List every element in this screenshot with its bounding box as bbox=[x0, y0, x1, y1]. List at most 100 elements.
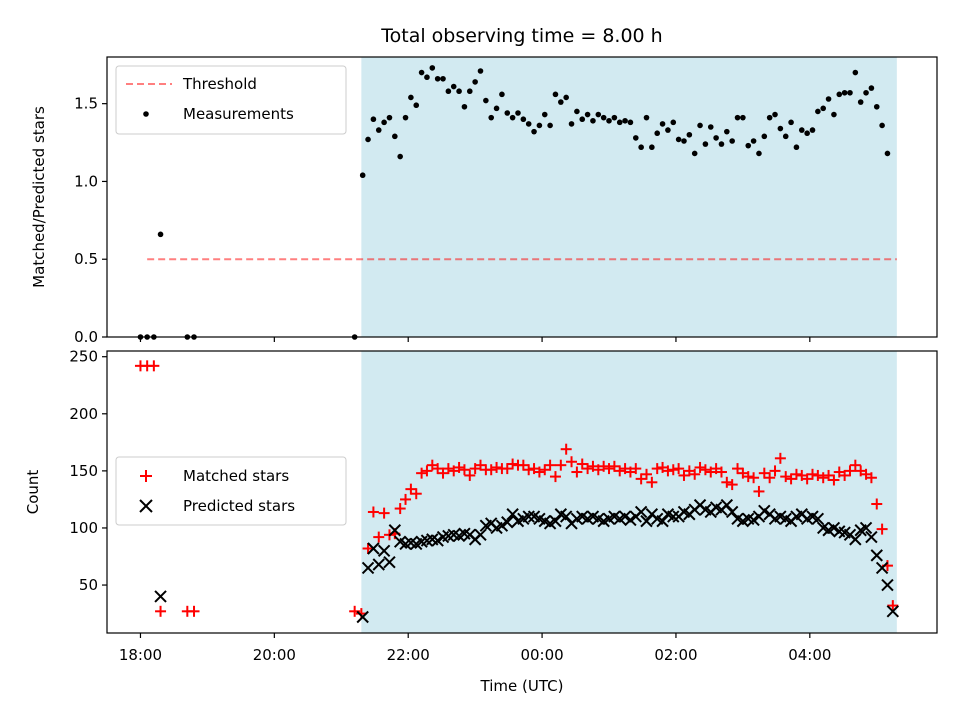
measurement-point bbox=[402, 114, 409, 121]
measurement-point bbox=[756, 150, 762, 157]
matched-star-point bbox=[673, 463, 685, 475]
top-legend-box bbox=[115, 65, 347, 135]
matched-star-point bbox=[400, 493, 412, 505]
predicted-star-point bbox=[361, 561, 375, 575]
measurement-point bbox=[868, 85, 875, 91]
top-y-axis: 0.0 0.5 1.0 1.5 bbox=[74, 95, 107, 346]
measurement-point bbox=[477, 68, 484, 74]
measurement-point bbox=[392, 133, 398, 140]
measurement-point bbox=[483, 97, 489, 104]
measurement-point bbox=[370, 116, 377, 123]
predicted-star-point bbox=[559, 510, 573, 523]
bottom-y-axis-label: Count bbox=[24, 470, 42, 515]
measurement-point bbox=[509, 114, 516, 121]
matched-star-point bbox=[571, 466, 583, 478]
matched-star-point bbox=[549, 471, 561, 483]
measurement-point bbox=[157, 231, 164, 238]
matched-star-point bbox=[849, 459, 861, 471]
predicted-star-point bbox=[811, 512, 825, 526]
predicted-star-point bbox=[431, 534, 444, 547]
matched-star-point bbox=[662, 465, 674, 477]
matched-star-point bbox=[715, 466, 727, 478]
measurement-point bbox=[857, 99, 864, 105]
measurement-point bbox=[798, 127, 805, 133]
matched-star-point bbox=[667, 464, 679, 476]
legend-matched-label: Matched stars bbox=[183, 467, 289, 485]
measurement-point bbox=[772, 111, 778, 118]
measurement-point bbox=[745, 142, 752, 149]
matched-star-point bbox=[560, 443, 572, 455]
matched-star-point bbox=[533, 466, 545, 478]
measurement-point bbox=[568, 121, 575, 127]
matched-star-point bbox=[844, 465, 856, 477]
matched-star-point bbox=[748, 472, 760, 484]
bottom-x-axis: 18:00 20:00 22:00 00:00 02:00 04:00 bbox=[119, 633, 831, 664]
bottom-panel: 50 100 150 200 250 18:00 20:00 22:00 00:00 02:00… bbox=[24, 348, 938, 695]
measurement-point bbox=[365, 136, 371, 143]
predicted-star-point bbox=[549, 514, 562, 528]
matched-star-point bbox=[630, 463, 642, 475]
measurement-point bbox=[622, 117, 628, 124]
predicted-star-point bbox=[640, 514, 653, 528]
bottom-legend: Matched stars Predicted stars bbox=[115, 456, 347, 526]
y-tick-label: 1.0 bbox=[74, 172, 98, 190]
measurement-point bbox=[547, 122, 553, 129]
measurement-point bbox=[777, 125, 784, 132]
measurement-point bbox=[873, 103, 880, 110]
matched-star-point bbox=[865, 472, 877, 484]
matched-star-point bbox=[790, 468, 802, 480]
matched-star-point bbox=[641, 468, 652, 480]
matched-star-point bbox=[807, 468, 818, 480]
measurement-point bbox=[643, 114, 650, 121]
top-panel-title: Total observing time = 8.00 h bbox=[380, 25, 662, 47]
top-panel-frame bbox=[106, 56, 938, 338]
measurement-point bbox=[466, 88, 473, 95]
measurement-point bbox=[852, 69, 859, 76]
measurement-point bbox=[386, 114, 393, 121]
measurement-point bbox=[831, 111, 837, 118]
matched-star-point bbox=[828, 474, 840, 486]
measurement-point bbox=[638, 144, 644, 151]
measurement-point bbox=[707, 124, 714, 130]
predicted-star-point bbox=[747, 513, 760, 527]
measurement-point bbox=[531, 128, 537, 135]
matched-star-point bbox=[774, 452, 786, 464]
predicted-star-point bbox=[618, 510, 632, 523]
measurement-point bbox=[654, 130, 661, 137]
measurement-point bbox=[659, 121, 666, 127]
y-tick-label: 50 bbox=[79, 576, 98, 594]
measurement-point bbox=[600, 114, 607, 121]
matched-star-point bbox=[753, 485, 765, 497]
matched-star-point bbox=[699, 464, 711, 476]
measurement-point bbox=[884, 150, 891, 157]
measurement-point bbox=[418, 69, 425, 76]
predicted-star-point bbox=[501, 516, 514, 529]
matched-star-point bbox=[378, 507, 390, 519]
predicted-star-point bbox=[859, 521, 873, 535]
bottom-panel-frame bbox=[106, 350, 938, 634]
predicted-star-point bbox=[849, 533, 862, 546]
matched-star-point bbox=[442, 463, 454, 475]
x-tick-label: 00:00 bbox=[520, 646, 563, 664]
measurement-point bbox=[552, 91, 559, 98]
measurement-point bbox=[595, 111, 602, 118]
predicted-star-point bbox=[154, 590, 167, 603]
matched-star-point bbox=[694, 461, 706, 473]
measurement-point bbox=[702, 141, 709, 147]
x-tick-label: 20:00 bbox=[253, 646, 296, 664]
matched-star-point bbox=[367, 506, 379, 518]
measurement-point bbox=[445, 88, 452, 95]
measurement-point bbox=[611, 114, 618, 121]
measurement-point bbox=[713, 135, 719, 141]
measurement-point bbox=[563, 94, 569, 101]
matched-star-point bbox=[780, 471, 792, 483]
legend-predicted-swatch bbox=[139, 499, 153, 513]
measurement-point bbox=[488, 114, 495, 121]
predicted-star-point bbox=[377, 544, 391, 558]
measurement-point bbox=[520, 116, 527, 123]
predicted-star-point bbox=[886, 605, 900, 618]
predicted-star-point bbox=[624, 513, 637, 527]
matched-star-point bbox=[188, 605, 200, 617]
predicted-stars-points bbox=[154, 498, 900, 624]
matched-star-point bbox=[464, 469, 476, 481]
